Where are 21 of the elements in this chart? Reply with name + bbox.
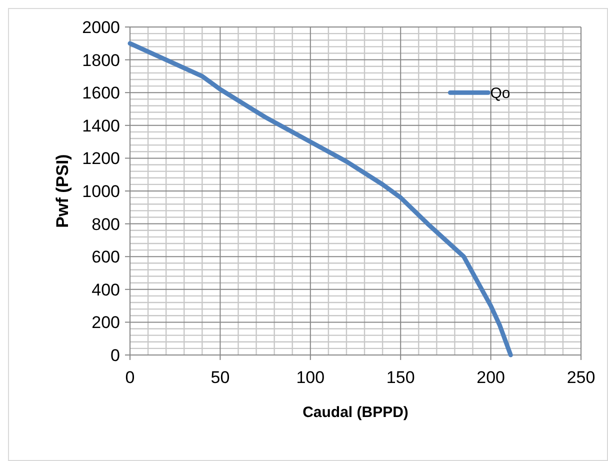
y-tick-label: 1000 [82,182,120,201]
x-tick-label: 100 [296,368,325,387]
x-tick-label: 150 [386,368,415,387]
y-tick-label: 400 [92,280,120,300]
y-tick-label: 600 [92,248,120,267]
y-tick-label: 1400 [82,116,120,136]
y-tick-label: 1600 [82,84,120,103]
line-series [128,41,513,358]
y-tick-label: 200 [92,313,120,332]
y-axis-title: Pwf (PSI) [53,154,72,228]
x-tick-label: 200 [476,368,505,387]
y-tick-label: 2000 [82,18,120,37]
x-tick-label: 50 [210,368,230,387]
x-tick-label: 0 [125,368,135,387]
y-tick-label: 1200 [82,149,120,168]
x-axis-title: Caudal (BPPD) [302,404,408,421]
y-tick-label: 800 [92,214,120,234]
y-tick-label: 1800 [82,50,120,70]
y-tick-label: 0 [110,346,120,365]
x-tick-label: 250 [566,368,596,387]
legend-label: Qo [490,84,510,102]
